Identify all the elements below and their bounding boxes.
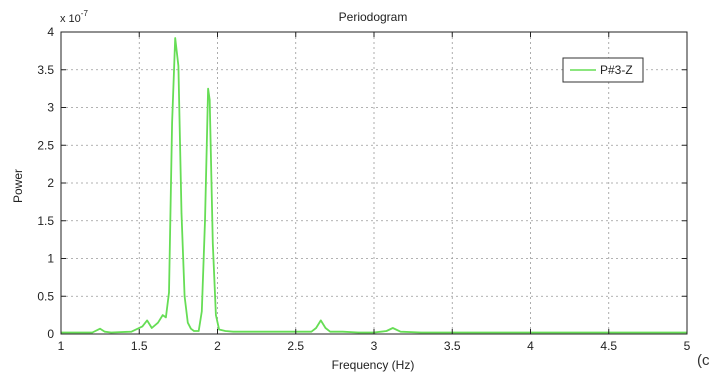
data-point [190, 328, 192, 330]
data-point [177, 65, 179, 67]
x-tick-label: 3 [371, 339, 378, 353]
data-point [248, 331, 250, 333]
x-axis-label: Frequency (Hz) [332, 358, 415, 372]
data-point [320, 319, 322, 321]
x-tick-label: 4.5 [600, 339, 617, 353]
y-tick-label: 0.5 [37, 289, 54, 303]
data-point [218, 328, 220, 331]
y-exponent-base: x 10 [60, 13, 81, 25]
data-point [165, 316, 167, 318]
chart-title: Periodogram [339, 10, 408, 24]
data-point [110, 331, 112, 334]
data-point [467, 331, 469, 334]
data-point [385, 330, 388, 332]
x-tick-label: 2 [214, 339, 221, 353]
data-point [174, 37, 176, 39]
data-point [224, 330, 226, 332]
data-point [99, 328, 101, 330]
data-point [151, 327, 153, 329]
data-point [180, 212, 183, 214]
x-tick-label: 1.5 [131, 339, 148, 353]
data-point [162, 314, 164, 316]
x-tick-label: 2.5 [287, 339, 304, 353]
data-point [215, 314, 217, 316]
y-tick-label: 3 [47, 101, 54, 115]
data-point [171, 122, 173, 124]
data-point [342, 331, 344, 333]
data-point [420, 331, 422, 334]
y-tick-label: 4 [47, 25, 54, 39]
data-point [193, 330, 195, 332]
data-point [146, 319, 148, 321]
y-tick-label: 2 [47, 176, 54, 190]
y-tick-label: 0 [47, 327, 54, 341]
legend-label: P#3-Z [600, 63, 633, 77]
data-point [201, 310, 203, 312]
data-point [184, 295, 186, 297]
data-point [157, 322, 159, 324]
panel-label: (c [697, 352, 710, 369]
data-point [207, 88, 209, 90]
data-point [141, 325, 143, 327]
y-exponent-label: x 10-7 [60, 9, 88, 25]
data-point [212, 242, 214, 244]
legend: P#3-Z [562, 57, 644, 83]
data-point [324, 327, 327, 329]
data-point [329, 331, 331, 333]
data-point [232, 331, 234, 333]
data-point [91, 331, 93, 334]
x-tick-label: 5 [684, 339, 691, 353]
data-point [315, 327, 317, 329]
y-tick-label: 1 [47, 252, 54, 266]
data-point [168, 291, 170, 294]
y-tick-label: 2.5 [37, 138, 54, 152]
axes-layer: 1 1.5 2 2.5 3 3.5 4 4.5 5 0 0.5 1 1.5 2 2.5 3 3.5 4 [37, 25, 690, 353]
x-tick-label: 4 [527, 339, 534, 353]
data-point [357, 331, 359, 334]
data-point [130, 331, 132, 333]
axes-box [60, 31, 688, 335]
y-tick-label: 1.5 [37, 214, 54, 228]
data-point [209, 99, 211, 101]
data-point [279, 331, 281, 333]
data-point [204, 220, 206, 222]
data-point [104, 331, 106, 333]
y-exponent-power: -7 [81, 9, 89, 18]
y-tick-label: 3.5 [37, 63, 54, 77]
data-point [400, 331, 402, 333]
y-axis-label: Power [11, 169, 25, 203]
x-tick-label: 1 [58, 339, 65, 353]
data-point [198, 330, 200, 332]
data-point [310, 331, 312, 333]
data-point [187, 322, 189, 324]
x-tick-label: 3.5 [444, 339, 461, 353]
data-point [392, 327, 394, 329]
